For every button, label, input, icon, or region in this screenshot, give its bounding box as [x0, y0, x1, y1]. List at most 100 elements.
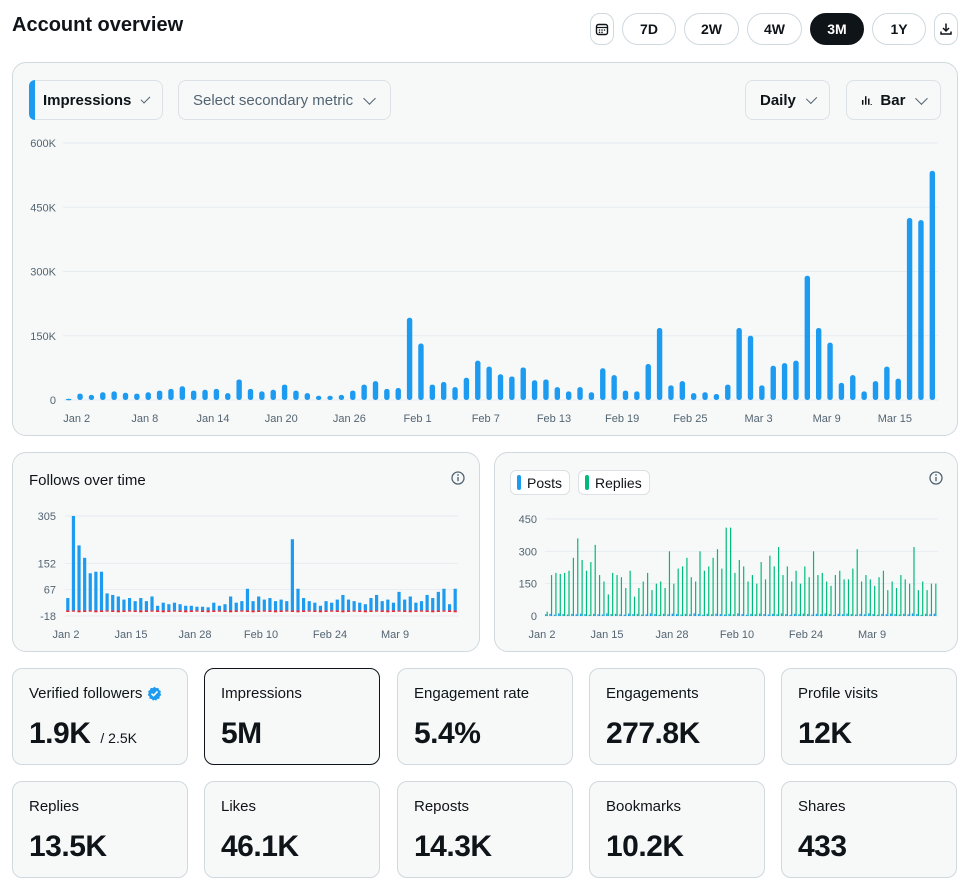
calendar-button[interactable]: [590, 13, 614, 45]
x-tick-label: Jan 2: [63, 413, 90, 425]
follows-bar: [358, 602, 362, 611]
impressions-bar: [100, 392, 106, 400]
info-icon[interactable]: [451, 471, 465, 485]
posts-bar: [627, 613, 630, 616]
posts-bar: [601, 614, 604, 616]
posts-bar: [920, 614, 922, 616]
download-button[interactable]: [934, 13, 958, 45]
stat-replies[interactable]: Replies 13.5K: [12, 781, 188, 878]
impressions-bar: [520, 367, 526, 400]
replies-bar: [638, 587, 640, 616]
impressions-bar: [781, 363, 788, 400]
impressions-bar: [634, 391, 640, 400]
follows-bar: [453, 588, 457, 611]
posts-replies-chart[interactable]: 0 150 300 450 Jan 2 Jan 15 Jan 28 Feb 10 Feb 24 M…: [495, 453, 957, 651]
follows-bar: [212, 602, 216, 611]
posts-bar: [907, 614, 909, 616]
x-tick-label: Feb 19: [605, 413, 639, 425]
posts-bar: [933, 613, 936, 616]
unfollows-bar: [268, 610, 272, 612]
legend-replies[interactable]: Replies: [578, 470, 650, 495]
replies-bar: [564, 572, 566, 616]
calendar-icon: [595, 23, 609, 36]
follows-chart-title: Follows over time: [29, 472, 146, 489]
range-4w-button[interactable]: 4W: [747, 13, 802, 45]
stat-engagements[interactable]: Engagements 277.8K: [589, 668, 765, 765]
secondary-metric-dropdown[interactable]: Select secondary metric: [178, 80, 391, 120]
follows-bar: [341, 594, 345, 611]
stat-value: 1.9K / 2.5K: [29, 717, 137, 751]
likes-label: Likes: [221, 798, 257, 815]
stat-impressions[interactable]: Impressions 5M: [204, 668, 380, 765]
replies-bar: [834, 575, 836, 616]
info-icon[interactable]: [929, 471, 943, 485]
unfollows-bar: [324, 610, 328, 612]
stat-verified-followers[interactable]: Verified followers 1.9K / 2.5K: [12, 668, 188, 765]
unfollows-bar: [431, 610, 435, 613]
chart-type-dropdown[interactable]: Bar: [846, 80, 941, 120]
impressions-bar: [770, 365, 776, 400]
impressions-bar: [281, 384, 288, 400]
replies-bar: [664, 587, 666, 616]
follows-bar: [419, 601, 424, 611]
x-tick-label: Jan 2: [53, 629, 80, 641]
page-title: Account overview: [12, 14, 184, 36]
unfollows-bar: [279, 610, 283, 612]
impressions-chart[interactable]: 0 150K 300K 450K 600K Jan 2 Jan 8 Jan 14 Jan 20 J…: [13, 63, 957, 435]
stat-reposts[interactable]: Reposts 14.3K: [397, 781, 573, 878]
impressions-bar: [543, 379, 549, 400]
unfollows-bar: [77, 610, 81, 613]
replies-bar: [708, 566, 710, 616]
replies-bar: [721, 568, 723, 616]
posts-bar: [566, 614, 569, 616]
posts-bar: [776, 614, 778, 616]
follows-bar: [178, 604, 182, 611]
posts-bar: [793, 613, 796, 616]
impressions-bar: [327, 395, 333, 400]
x-tick-label: Mar 9: [858, 629, 886, 641]
impressions-bar: [77, 393, 83, 400]
impressions-bar: [236, 379, 242, 400]
replies-bar: [594, 544, 596, 616]
unfollows-bar: [83, 610, 87, 612]
posts-bar: [553, 614, 556, 616]
posts-bar: [837, 613, 839, 616]
follows-bar: [335, 599, 339, 611]
stat-engagement-rate[interactable]: Engagement rate 5.4%: [397, 668, 573, 765]
unfollows-bar: [178, 610, 182, 612]
x-tick-label: Feb 24: [313, 629, 347, 641]
unfollows-bar: [127, 610, 132, 612]
legend-posts[interactable]: Posts: [510, 470, 571, 495]
impressions-bar: [372, 381, 379, 400]
range-7d-button[interactable]: 7D: [622, 13, 676, 45]
range-3m-button[interactable]: 3M: [810, 13, 864, 45]
posts-bar: [606, 613, 608, 616]
replies-bar: [812, 551, 815, 616]
follows-chart[interactable]: -18 67 152 305 Jan 2 Jan 15 Jan 28 Feb 10 Feb 24…: [13, 453, 479, 651]
granularity-dropdown[interactable]: Daily: [745, 80, 830, 120]
posts-bar: [579, 613, 582, 616]
replies-bar: [791, 581, 793, 616]
replies-bar: [598, 575, 601, 616]
reposts-label: Reposts: [414, 798, 470, 815]
impressions-value: 5M: [221, 717, 262, 750]
stat-profile-visits[interactable]: Profile visits 12K: [781, 668, 957, 765]
replies-bar: [799, 583, 802, 616]
range-1y-button[interactable]: 1Y: [872, 13, 926, 45]
posts-bar: [903, 613, 905, 616]
follows-bar: [324, 601, 328, 611]
unfollows-bar: [94, 610, 98, 613]
posts-bar: [828, 614, 831, 616]
unfollows-bar: [453, 610, 457, 613]
primary-metric-dropdown[interactable]: Impressions: [29, 80, 163, 120]
follows-bar: [251, 601, 255, 611]
range-2w-button[interactable]: 2W: [684, 13, 739, 45]
stat-shares[interactable]: Shares 433: [781, 781, 957, 878]
impressions-bar: [440, 382, 447, 400]
impressions-bar: [929, 170, 936, 400]
unfollows-bar: [144, 610, 149, 612]
replies-bar: [620, 577, 623, 616]
stat-bookmarks[interactable]: Bookmarks 10.2K: [589, 781, 765, 878]
legend-replies-label: Replies: [595, 474, 642, 491]
stat-likes[interactable]: Likes 46.1K: [204, 781, 380, 878]
